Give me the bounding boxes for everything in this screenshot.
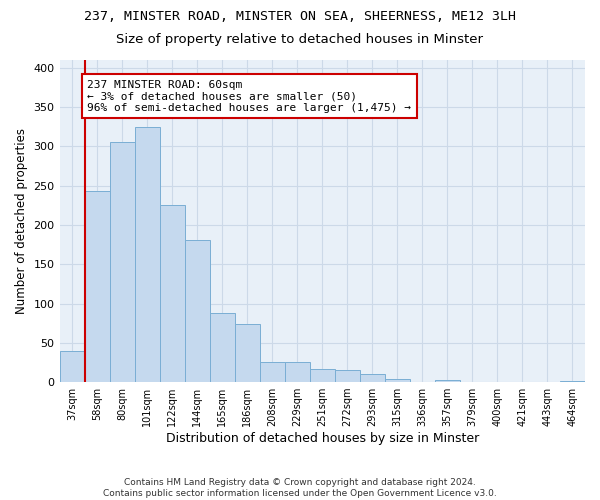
Y-axis label: Number of detached properties: Number of detached properties bbox=[15, 128, 28, 314]
Bar bbox=[110, 142, 134, 382]
Text: 237 MINSTER ROAD: 60sqm
← 3% of detached houses are smaller (50)
96% of semi-det: 237 MINSTER ROAD: 60sqm ← 3% of detached… bbox=[87, 80, 411, 113]
Bar bbox=[209, 313, 235, 382]
Bar bbox=[360, 374, 385, 382]
Bar bbox=[85, 191, 110, 382]
Bar bbox=[160, 204, 185, 382]
Bar bbox=[560, 380, 585, 382]
Bar bbox=[134, 127, 160, 382]
Bar bbox=[260, 362, 285, 382]
Text: Contains HM Land Registry data © Crown copyright and database right 2024.
Contai: Contains HM Land Registry data © Crown c… bbox=[103, 478, 497, 498]
Bar bbox=[310, 368, 335, 382]
Bar bbox=[435, 380, 460, 382]
Bar bbox=[185, 240, 209, 382]
Bar bbox=[335, 370, 360, 382]
Bar bbox=[59, 350, 85, 382]
Bar bbox=[235, 324, 260, 382]
Bar bbox=[285, 362, 310, 382]
Bar bbox=[385, 379, 410, 382]
X-axis label: Distribution of detached houses by size in Minster: Distribution of detached houses by size … bbox=[166, 432, 479, 445]
Text: Size of property relative to detached houses in Minster: Size of property relative to detached ho… bbox=[116, 32, 484, 46]
Text: 237, MINSTER ROAD, MINSTER ON SEA, SHEERNESS, ME12 3LH: 237, MINSTER ROAD, MINSTER ON SEA, SHEER… bbox=[84, 10, 516, 23]
